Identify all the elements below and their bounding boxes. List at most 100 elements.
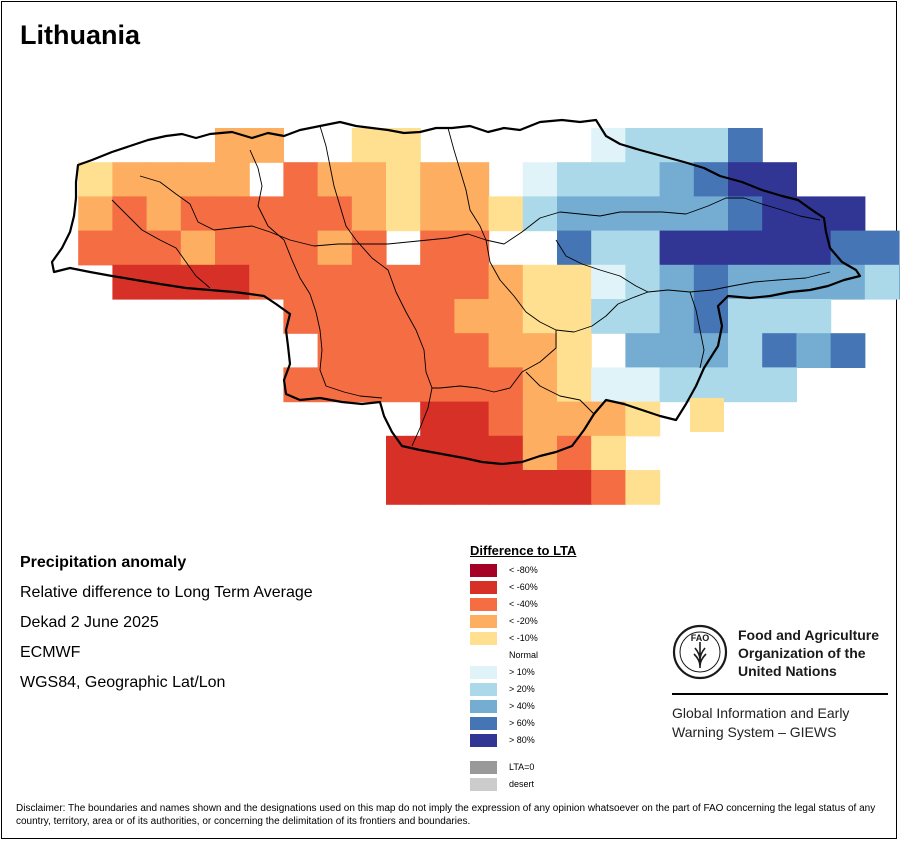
anomaly-cell [386,162,421,197]
anomaly-cell [659,367,695,403]
national-border [50,118,862,466]
anomaly-cell [454,162,490,197]
legend-swatch [470,717,497,730]
anomaly-cell [351,299,387,334]
anomaly-cell [690,398,724,432]
anomaly-cell [317,196,353,232]
anomaly-cell [659,162,695,197]
anomaly-cell [215,196,250,232]
anomaly-cell [420,333,455,368]
legend-swatch [470,666,497,679]
anomaly-cell [522,470,558,505]
legend-swatch [470,632,497,645]
country-boundary [50,118,862,466]
anomaly-cell [488,435,524,471]
fao-organization-name: Food and Agriculture Organization of the… [738,627,880,679]
anomaly-cell [420,299,455,334]
anomaly-cell [351,128,387,163]
anomaly-cell [317,230,353,266]
anomaly-cell [693,333,729,368]
legend-label: > 80% [509,735,535,745]
anomaly-cell [557,470,592,505]
anomaly-cell [625,196,661,232]
anomaly-cell [830,230,866,266]
anomaly-cell [249,196,284,232]
anomaly-cell [351,333,387,368]
legend-swatch [470,598,497,611]
anomaly-cell [522,367,558,403]
anomaly-cell [454,264,490,300]
anomaly-cell [488,401,524,437]
giews-name: Global Information and Early Warning Sys… [672,705,850,740]
anomaly-cell [830,196,866,232]
anomaly-cell [591,470,626,505]
district-border [555,271,831,333]
anomaly-cell [283,367,319,403]
legend-item: < -20% [470,613,670,630]
legend-swatch [470,615,497,628]
anomaly-cell [78,196,113,232]
anomaly-cell [693,128,729,163]
map-title: Lithuania [20,20,140,50]
anomaly-cell [659,230,695,266]
legend-label: < -40% [509,599,538,609]
legend-label: > 60% [509,718,535,728]
legend-item: < -80% [470,562,670,579]
anomaly-cell [659,196,695,232]
anomaly-cell [351,230,387,266]
anomaly-cell [317,264,353,300]
anomaly-cell [454,401,490,437]
anomaly-cell [112,162,148,197]
anomaly-cell [693,367,729,403]
info-line-period: Dekad 2 June 2025 [20,614,159,631]
legend-item: < -10% [470,630,670,647]
anomaly-cell [557,162,592,197]
anomaly-cell [283,230,319,266]
anomaly-cell [693,264,729,300]
anomaly-cell [351,162,387,197]
anomaly-cell [522,196,558,232]
info-title: Precipitation anomaly [20,554,187,571]
anomaly-cell [351,196,387,232]
anomaly-cell [386,264,421,300]
anomaly-cell [522,162,558,197]
anomaly-cell [728,230,763,266]
anomaly-cell [762,299,797,334]
anomaly-cell [762,333,797,368]
anomaly-cell [215,162,250,197]
map-info: Precipitation anomaly Relative differenc… [20,548,313,698]
anomaly-cell [112,230,148,266]
anomaly-cell [762,196,797,232]
info-line-description: Relative difference to Long Term Average [20,584,313,601]
district-border [411,387,433,447]
anomaly-cell [454,435,490,471]
anomaly-cell [728,367,763,403]
anomaly-cell [215,230,250,266]
anomaly-cell [659,333,695,368]
anomaly-cell [591,230,626,266]
anomaly-cell [728,264,763,300]
legend-swatch [470,564,497,577]
info-line-source: ECMWF [20,644,81,661]
legend-item: > 40% [470,698,670,715]
anomaly-cell [625,333,661,368]
anomaly-cell [591,196,626,232]
anomaly-cell [78,230,113,266]
legend-title: Difference to LTA [470,543,577,558]
anomaly-cell [180,264,216,300]
anomaly-cell [864,264,900,300]
legend-swatch [470,761,497,774]
anomaly-cell [625,230,661,266]
anomaly-cell [557,299,592,334]
anomaly-cell [180,162,216,197]
anomaly-cell [351,264,387,300]
anomaly-cell [693,196,729,232]
anomaly-cell [454,367,490,403]
anomaly-map [50,118,900,505]
anomaly-cell [796,333,832,368]
anomaly-cell [146,196,182,232]
legend-item: < -40% [470,596,670,613]
divider [672,693,888,695]
disclaimer: Disclaimer: The boundaries and names sho… [16,803,876,827]
anomaly-cell [557,264,592,300]
